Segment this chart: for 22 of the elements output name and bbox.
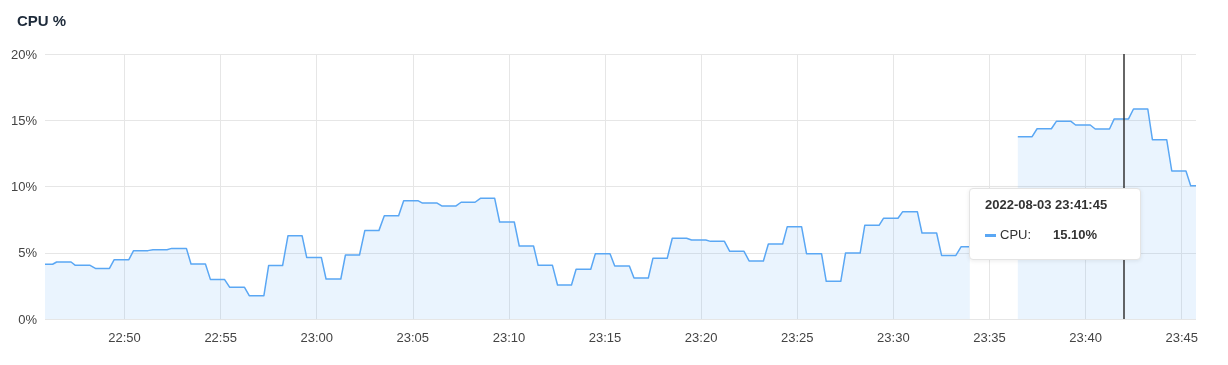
- y-tick-label: 5%: [18, 245, 38, 261]
- annotation: 15.10%: [1053, 227, 1098, 242]
- chart-title: CPU %: [17, 12, 67, 29]
- annotation: CPU:: [1000, 227, 1032, 242]
- x-tick-label: 23:40: [1069, 330, 1102, 345]
- x-tick-label: 23:45: [1165, 330, 1198, 345]
- x-tick-label: 22:50: [108, 330, 141, 345]
- x-tick-label: 23:20: [684, 330, 718, 345]
- y-tick-label: 15%: [10, 112, 38, 128]
- x-tick-label: 22:55: [204, 330, 237, 345]
- annotation: 2022-08-03 23:41:45: [985, 197, 1108, 212]
- x-tick-label: 23:35: [973, 330, 1006, 345]
- x-tick-label: 23:30: [877, 330, 910, 345]
- x-tick-label: 23:15: [588, 330, 622, 345]
- y-tick-label: 0%: [18, 311, 38, 327]
- y-tick-label: 10%: [10, 179, 38, 194]
- x-tick-label: 23:10: [492, 330, 526, 345]
- x-tick-label: 23:00: [300, 330, 333, 345]
- tooltip-box: 2022-08-03 23:41:45 CPU: 15.10%: [969, 188, 1141, 260]
- y-tick-label: 20%: [10, 46, 38, 62]
- x-tick-label: 23:05: [396, 330, 430, 345]
- x-tick-label: 23:25: [781, 330, 814, 345]
